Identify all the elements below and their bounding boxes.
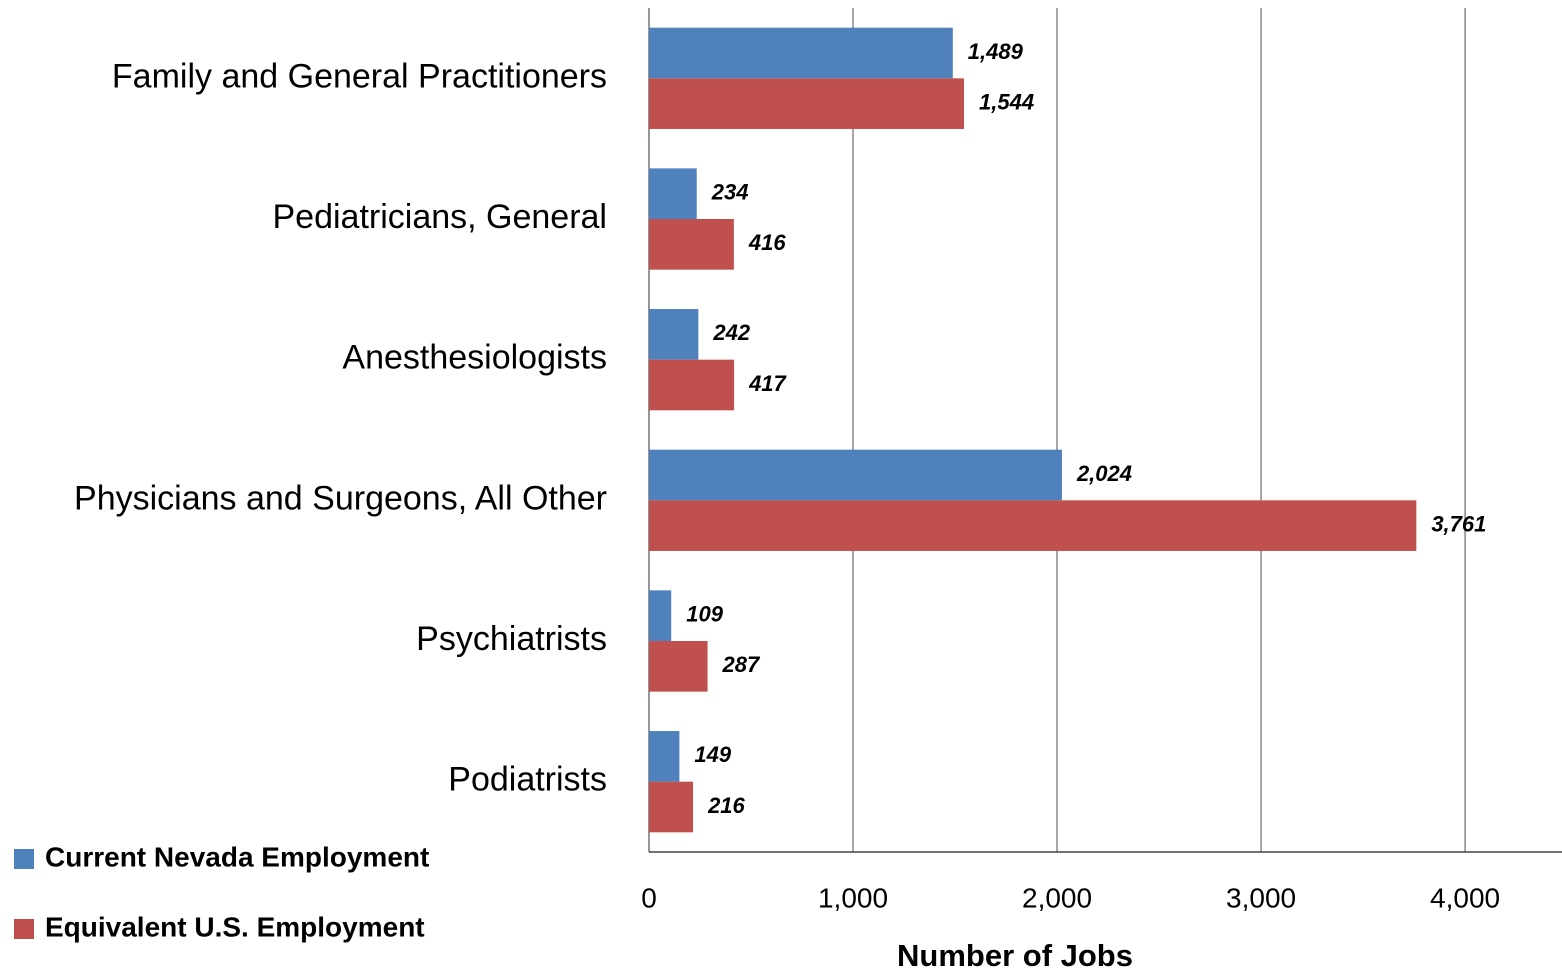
x-axis-title: Number of Jobs (897, 938, 1133, 973)
data-label: 417 (748, 371, 787, 396)
category-label: Psychiatrists (416, 620, 607, 658)
legend-swatch (14, 919, 34, 939)
x-tick-label: 2,000 (1022, 882, 1092, 913)
data-label: 416 (748, 230, 786, 255)
bar (649, 78, 965, 129)
data-label: 242 (712, 320, 750, 345)
bar (649, 449, 1062, 501)
data-label: 1,544 (979, 89, 1034, 114)
category-label: Pediatricians, General (272, 198, 607, 236)
data-label: 216 (707, 793, 745, 818)
bar (649, 309, 699, 360)
data-label: 149 (694, 742, 731, 767)
category-label: Family and General Practitioners (112, 57, 607, 95)
data-label: 2,024 (1076, 461, 1132, 486)
x-tick-label: 3,000 (1226, 882, 1296, 913)
legend-label: Equivalent U.S. Employment (45, 911, 425, 942)
bar (649, 781, 694, 833)
category-label: Physicians and Surgeons, All Other (74, 479, 607, 517)
bar (649, 219, 734, 270)
bar (649, 641, 708, 692)
bar (649, 731, 680, 782)
x-tick-label: 4,000 (1430, 882, 1500, 913)
data-label: 287 (722, 652, 761, 677)
data-label: 1,489 (968, 39, 1024, 64)
x-tick-label: 0 (641, 882, 657, 913)
category-label: Podiatrists (448, 761, 607, 799)
x-tick-label: 1,000 (818, 882, 888, 913)
data-label: 109 (686, 601, 723, 626)
category-label: Anesthesiologists (342, 339, 607, 377)
bar (649, 500, 1417, 551)
legend-label: Current Nevada Employment (45, 841, 429, 872)
data-label: 234 (711, 179, 749, 204)
bar (649, 359, 735, 411)
bar (649, 590, 672, 641)
data-label: 3,761 (1431, 511, 1486, 536)
bar (649, 168, 697, 219)
bar (649, 27, 953, 79)
legend-swatch (14, 849, 34, 869)
